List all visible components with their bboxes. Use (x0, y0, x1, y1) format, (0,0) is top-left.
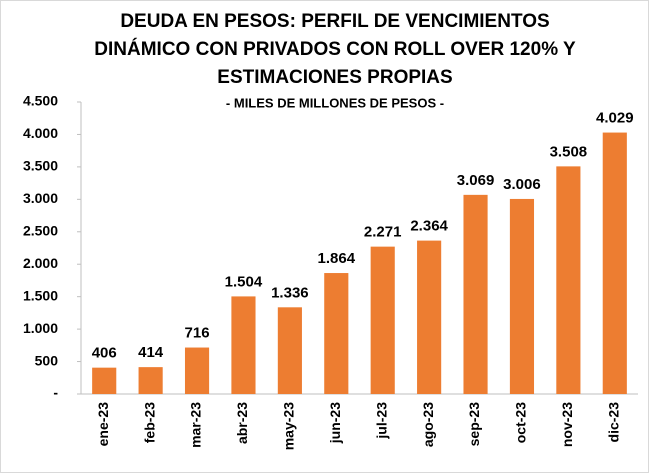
value-label: 1.336 (271, 284, 309, 301)
chart-subtitle: - MILES DE MILLONES DE PESOS - (226, 95, 444, 110)
x-tick-label: oct-23 (513, 402, 529, 443)
bar (138, 367, 163, 394)
x-tick-label: abr-23 (234, 402, 250, 444)
bar (556, 166, 581, 394)
x-tick-label: ago-23 (420, 402, 436, 447)
x-tick-label: jul-23 (373, 402, 389, 440)
chart-title: ESTIMACIONES PROPIAS (217, 67, 452, 88)
y-tick-label: 4.500 (23, 93, 58, 109)
bar (324, 273, 349, 394)
bar (602, 132, 627, 394)
bar (370, 246, 395, 394)
bar (417, 240, 442, 394)
bar (463, 194, 488, 394)
y-tick-label: 2.500 (23, 222, 58, 238)
x-tick-label: dic-23 (605, 402, 621, 443)
value-label: 406 (92, 345, 117, 362)
value-label: 414 (138, 344, 164, 361)
x-tick-label: feb-23 (141, 402, 157, 443)
x-tick-label: ene-23 (95, 402, 111, 447)
x-tick-label: may-23 (281, 402, 297, 450)
value-label: 2.271 (364, 224, 402, 241)
x-tick-label: mar-23 (188, 402, 204, 448)
y-tick-label: 1.000 (23, 320, 58, 336)
value-label: 3.006 (503, 176, 541, 193)
y-tick-label: 3.500 (23, 158, 58, 174)
bar (277, 307, 302, 394)
chart-title: DINÁMICO CON PRIVADOS CON ROLL OVER 120%… (94, 38, 576, 60)
y-tick-label: - (53, 385, 58, 401)
x-tick-label: jun-23 (327, 402, 343, 444)
y-tick-label: 3.000 (23, 190, 58, 206)
value-label: 716 (185, 325, 210, 342)
value-label: 1.504 (225, 273, 263, 290)
y-tick-label: 4.000 (23, 125, 58, 141)
value-label: 4.029 (596, 110, 634, 127)
value-label: 1.864 (318, 250, 356, 267)
bar (509, 198, 535, 394)
bar (184, 347, 210, 394)
value-label: 3.069 (457, 172, 495, 189)
x-tick-label: nov-23 (559, 402, 575, 447)
x-tick-label: sep-23 (466, 402, 482, 447)
value-label: 3.508 (550, 143, 588, 160)
y-tick-label: 500 (35, 352, 59, 368)
value-label: 2.364 (410, 218, 448, 235)
bar (231, 296, 256, 394)
bar (92, 367, 117, 394)
chart-title: DEUDA EN PESOS: PERFIL DE VENCIMIENTOS (120, 11, 549, 32)
y-tick-label: 1.500 (23, 287, 58, 303)
y-tick-label: 2.000 (23, 255, 58, 271)
